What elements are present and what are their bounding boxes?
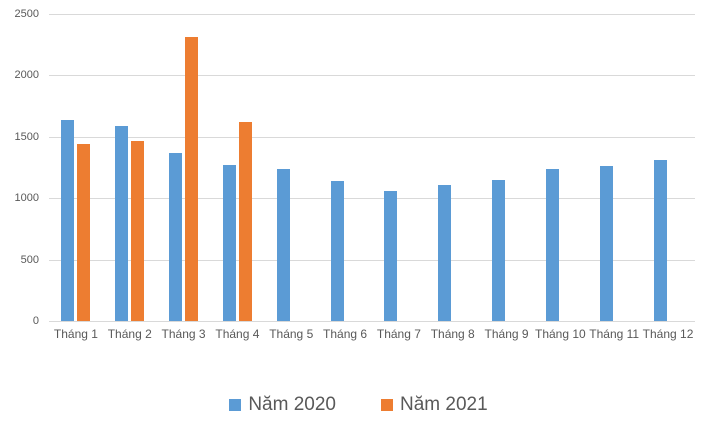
- x-tick-label: Tháng 3: [161, 327, 206, 341]
- x-tick-label: Tháng 8: [430, 327, 475, 341]
- x-tick-label: Tháng 6: [323, 327, 368, 341]
- plot-area: [49, 14, 695, 322]
- x-tick-label: Tháng 9: [484, 327, 529, 341]
- y-tick-label: 1000: [14, 192, 39, 205]
- bar-năm-2021-4: [238, 122, 252, 321]
- x-tick-label: Tháng 12: [642, 327, 694, 341]
- bar-năm-2020-5: [276, 168, 290, 321]
- legend-label-nam-2020: Năm 2020: [248, 394, 336, 415]
- bar-năm-2021-3: [185, 37, 199, 321]
- gridline: [49, 321, 695, 322]
- legend-swatch-nam-2020-icon: [229, 399, 242, 411]
- bar-năm-2020-12: [653, 160, 667, 321]
- bar-năm-2021-2: [131, 141, 145, 321]
- bar-năm-2020-7: [384, 190, 398, 321]
- gridline: [49, 14, 695, 15]
- y-tick-label: 0: [32, 315, 39, 327]
- legend-item-nam-2021: Năm 2021: [381, 394, 488, 416]
- x-tick-label: Tháng 10: [535, 327, 586, 341]
- y-axis: 0 500 1000 1500 2000 2500: [0, 0, 39, 431]
- y-tick-label: 2500: [14, 8, 39, 20]
- x-tick-label: Tháng 2: [107, 327, 152, 341]
- bar-năm-2021-1: [77, 144, 91, 321]
- bar-năm-2020-2: [115, 125, 129, 321]
- bar-năm-2020-4: [222, 165, 236, 321]
- legend-item-nam-2020: Năm 2020: [229, 394, 336, 416]
- x-tick-label: Tháng 5: [269, 327, 314, 341]
- gridline: [49, 75, 695, 77]
- bar-năm-2020-3: [169, 152, 183, 321]
- x-tick-label: Tháng 4: [215, 327, 260, 341]
- y-tick-label: 1500: [14, 130, 39, 143]
- gridline: [49, 259, 695, 261]
- legend-label-nam-2021: Năm 2021: [400, 394, 488, 415]
- bar-năm-2020-11: [599, 166, 613, 321]
- x-tick-label: Tháng 7: [376, 327, 421, 341]
- gridline: [49, 198, 695, 200]
- gridline: [49, 136, 695, 138]
- legend: Năm 2020 Năm 2021: [0, 394, 717, 416]
- y-tick-label: 500: [20, 253, 39, 266]
- bar-năm-2020-8: [438, 185, 452, 321]
- x-axis: Tháng 1 Tháng 2 Tháng 3 Tháng 4 Tháng 5 Tháng…: [49, 327, 695, 341]
- bar-năm-2020-6: [330, 181, 344, 321]
- x-tick-label: Tháng 11: [589, 327, 640, 341]
- y-tick-label: 2000: [14, 69, 39, 82]
- bar-năm-2020-1: [61, 119, 75, 321]
- legend-swatch-nam-2021-icon: [381, 399, 393, 411]
- bar-năm-2020-9: [492, 180, 506, 321]
- x-tick-label: Tháng 1: [53, 327, 98, 341]
- bar-năm-2020-10: [545, 168, 559, 321]
